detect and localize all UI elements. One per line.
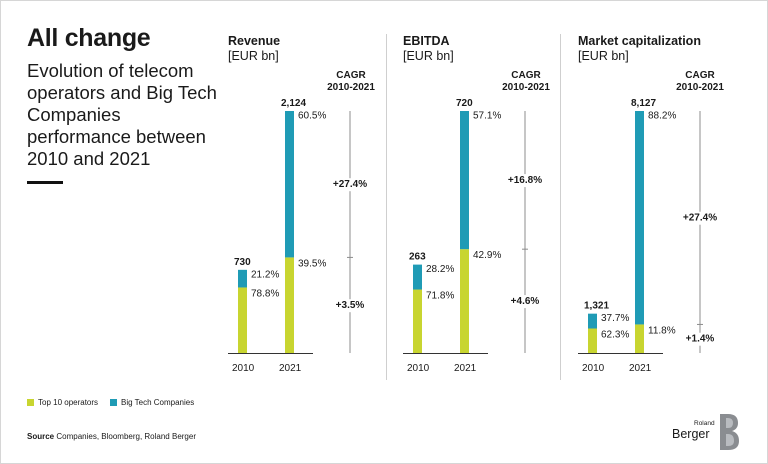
x-tick-label-revenue-2021: 2021 [279, 363, 302, 374]
bar-bigtech-market-cap-2010 [588, 313, 597, 329]
bar-operators-market-cap-2021 [635, 324, 644, 353]
share-label-operators-market-cap-2010: 62.3% [601, 329, 629, 340]
cagr-value-bigtech-revenue: +27.4% [333, 179, 367, 190]
panel-unit-ebitda: [EUR bn] [403, 49, 454, 63]
x-tick-label-revenue-2010: 2010 [232, 363, 255, 374]
total-label-market-cap-2010: 1,321 [584, 301, 609, 312]
x-tick-label-ebitda-2021: 2021 [454, 363, 477, 374]
bar-bigtech-ebitda-2010 [413, 264, 422, 290]
share-label-bigtech-market-cap-2021: 88.2% [648, 111, 676, 122]
share-label-operators-ebitda-2021: 42.9% [473, 250, 501, 261]
total-label-revenue-2021: 2,124 [281, 98, 306, 109]
cagr-value-operators-revenue: +3.5% [336, 300, 365, 311]
cagr-header-line2: 2010-2021 [502, 82, 550, 93]
legend-label-operators: Top 10 operators [38, 398, 99, 407]
panel-unit-market-cap: [EUR bn] [578, 49, 629, 63]
x-tick-label-market-cap-2021: 2021 [629, 363, 652, 374]
share-label-bigtech-ebitda-2010: 28.2% [426, 264, 454, 275]
panel-title-revenue: Revenue [228, 34, 281, 48]
total-label-ebitda-2010: 263 [409, 252, 426, 263]
share-label-bigtech-revenue-2021: 60.5% [298, 111, 326, 122]
share-label-bigtech-revenue-2010: 21.2% [251, 269, 279, 280]
cagr-value-bigtech-ebitda: +16.8% [508, 175, 542, 186]
source-text: Companies, Bloomberg, Roland Berger [56, 432, 196, 441]
bar-operators-ebitda-2021 [460, 249, 469, 353]
x-tick-label-market-cap-2010: 2010 [582, 363, 605, 374]
page-title: All change [27, 24, 151, 52]
total-label-revenue-2010: 730 [234, 257, 251, 268]
roland-berger-logo: Roland Berger [672, 414, 742, 450]
cagr-header-line1: CAGR [511, 70, 541, 81]
title-rule [27, 181, 63, 184]
cagr-value-operators-ebitda: +4.6% [511, 296, 540, 307]
bar-bigtech-market-cap-2021 [635, 111, 644, 325]
cagr-header-line1: CAGR [685, 70, 715, 81]
total-label-ebitda-2021: 720 [456, 98, 473, 109]
x-tick-label-ebitda-2010: 2010 [407, 363, 430, 374]
panel-title-market-cap: Market capitalization [578, 34, 701, 48]
page-subtitle: Evolution of telecom operators and Big T… [27, 60, 217, 169]
cagr-header-market-cap: CAGR 2010-2021 [665, 70, 735, 94]
logo-line2: Berger [672, 427, 710, 441]
cagr-header-line1: CAGR [336, 70, 366, 81]
cagr-header-revenue: CAGR 2010-2021 [316, 70, 386, 94]
x-axis-baseline-revenue [228, 353, 313, 354]
cagr-label-backing [330, 178, 370, 192]
total-label-market-cap-2021: 8,127 [631, 98, 656, 109]
cagr-label-backing [333, 299, 367, 313]
legend-item-bigtech: Big Tech Companies [110, 398, 194, 407]
panel-unit-revenue: [EUR bn] [228, 49, 279, 63]
cagr-header-line2: 2010-2021 [676, 82, 724, 93]
share-label-bigtech-market-cap-2010: 37.7% [601, 313, 629, 324]
cagr-header-line2: 2010-2021 [327, 82, 375, 93]
source-note: Source Companies, Bloomberg, Roland Berg… [27, 432, 196, 441]
bar-bigtech-revenue-2021 [285, 111, 294, 258]
share-label-bigtech-ebitda-2021: 57.1% [473, 111, 501, 122]
cagr-label-backing [508, 295, 542, 309]
cagr-label-backing [505, 174, 545, 188]
legend-swatch-bigtech [110, 399, 117, 406]
share-label-operators-market-cap-2021: 11.8% [648, 325, 676, 336]
panel-divider [560, 34, 561, 380]
bar-operators-ebitda-2010 [413, 289, 422, 353]
cagr-value-bigtech-market-cap: +27.4% [683, 213, 717, 224]
bar-bigtech-revenue-2010 [238, 269, 247, 288]
bar-bigtech-ebitda-2021 [460, 111, 469, 250]
bar-operators-revenue-2010 [238, 287, 247, 353]
x-axis-baseline-ebitda [403, 353, 488, 354]
panel-title-ebitda: EBITDA [403, 34, 450, 48]
legend-item-operators: Top 10 operators [27, 398, 98, 407]
share-label-operators-ebitda-2010: 71.8% [426, 291, 454, 302]
logo-line1: Roland [694, 420, 715, 427]
bar-operators-market-cap-2010 [588, 328, 597, 353]
cagr-label-backing [680, 211, 720, 225]
cagr-label-backing [683, 332, 717, 346]
cagr-header-ebitda: CAGR 2010-2021 [491, 70, 561, 94]
cagr-value-operators-market-cap: +1.4% [686, 334, 715, 345]
share-label-operators-revenue-2021: 39.5% [298, 258, 326, 269]
source-label: Source [27, 432, 55, 441]
bar-operators-revenue-2021 [285, 257, 294, 353]
legend-swatch-operators [27, 399, 34, 406]
legend-label-bigtech: Big Tech Companies [121, 398, 195, 407]
panel-divider [386, 34, 387, 380]
share-label-operators-revenue-2010: 78.8% [251, 288, 279, 299]
x-axis-baseline-market-cap [578, 353, 663, 354]
logo-b-mark [720, 414, 739, 450]
